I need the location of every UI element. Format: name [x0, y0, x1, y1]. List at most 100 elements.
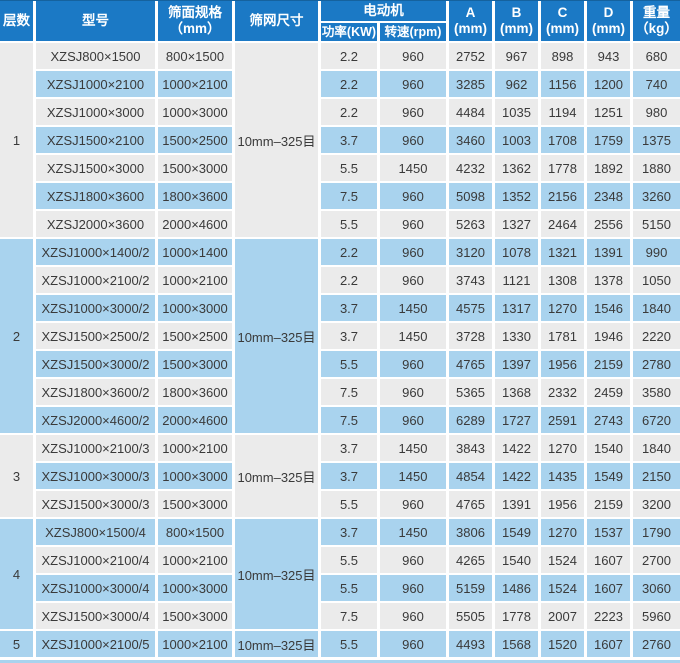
model-cell: XZSJ800×1500/4: [36, 519, 155, 545]
model-cell: XZSJ2000×4600/2: [36, 407, 155, 433]
speed-cell: 960: [380, 379, 446, 405]
speed-cell: 960: [380, 407, 446, 433]
spec-cell: 800×1500: [158, 519, 232, 545]
dim-c-cell: 1270: [541, 519, 584, 545]
power-cell: 7.5: [321, 183, 377, 209]
table-row: XZSJ1500×3000/4 1500×3000 7.5 960 5505 1778 20…: [0, 603, 680, 629]
dim-a-cell: 4575: [449, 295, 492, 321]
dim-d-cell: 1892: [587, 155, 630, 181]
spec-cell: 1800×3600: [158, 379, 232, 405]
header-dim-a-unit: (mm): [454, 20, 487, 36]
dim-d-cell: 1378: [587, 267, 630, 293]
dim-d-cell: 1537: [587, 519, 630, 545]
table-bottom-border: [0, 660, 680, 663]
power-cell: 3.7: [321, 295, 377, 321]
dim-d-cell: 1391: [587, 239, 630, 265]
power-cell: 5.5: [321, 631, 377, 657]
dim-b-cell: 1035: [495, 99, 538, 125]
dim-b-cell: 1422: [495, 435, 538, 461]
power-cell: 2.2: [321, 239, 377, 265]
power-cell: 2.2: [321, 71, 377, 97]
dim-a-cell: 2752: [449, 43, 492, 69]
weight-cell: 3260: [633, 183, 680, 209]
power-cell: 5.5: [321, 575, 377, 601]
speed-cell: 960: [380, 603, 446, 629]
mesh-size-cell: 10mm–325目: [235, 435, 318, 517]
model-cell: XZSJ1500×3000/2: [36, 351, 155, 377]
power-cell: 3.7: [321, 323, 377, 349]
dim-a-cell: 3806: [449, 519, 492, 545]
power-cell: 5.5: [321, 351, 377, 377]
speed-cell: 960: [380, 183, 446, 209]
header-motor: 电动机: [321, 0, 446, 21]
dim-d-cell: 1251: [587, 99, 630, 125]
dim-c-cell: 1781: [541, 323, 584, 349]
dim-a-cell: 3728: [449, 323, 492, 349]
spec-cell: 1000×2100: [158, 71, 232, 97]
power-cell: 5.5: [321, 211, 377, 237]
dim-c-cell: 2464: [541, 211, 584, 237]
model-cell: XZSJ1800×3600/2: [36, 379, 155, 405]
speed-cell: 960: [380, 99, 446, 125]
table-row: XZSJ2000×4600/2 2000×4600 7.5 960 6289 1727 25…: [0, 407, 680, 433]
header-weight-label: 重量: [643, 4, 670, 20]
dim-c-cell: 1435: [541, 463, 584, 489]
speed-cell: 960: [380, 239, 446, 265]
dim-a-cell: 4265: [449, 547, 492, 573]
table-row: XZSJ1000×3000/3 1000×3000 3.7 1450 4854 1422 1…: [0, 463, 680, 489]
power-cell: 5.5: [321, 155, 377, 181]
layer-cell: 3: [0, 435, 33, 517]
dim-b-cell: 1486: [495, 575, 538, 601]
table-row: 3 XZSJ1000×2100/3 1000×2100 10mm–325目 3.7 145…: [0, 435, 680, 517]
mesh-size-cell: 10mm–325目: [235, 43, 318, 237]
model-cell: XZSJ1000×2100: [36, 71, 155, 97]
dim-d-cell: 2159: [587, 491, 630, 517]
dim-c-cell: 1708: [541, 127, 584, 153]
speed-cell: 960: [380, 547, 446, 573]
header-dim-c-label: C: [557, 4, 568, 20]
power-cell: 7.5: [321, 407, 377, 433]
dim-c-cell: 1778: [541, 155, 584, 181]
model-cell: XZSJ1500×2100: [36, 127, 155, 153]
speed-cell: 960: [380, 631, 446, 657]
weight-cell: 1840: [633, 435, 680, 461]
header-model: 型号: [36, 0, 155, 41]
table-row: XZSJ1500×2100 1500×2500 3.7 960 3460 1003 1708…: [0, 127, 680, 153]
header-motor-speed: 转速(rpm): [380, 23, 446, 41]
spec-cell: 1800×3600: [158, 183, 232, 209]
dim-a-cell: 5098: [449, 183, 492, 209]
spec-cell: 1000×1400: [158, 239, 232, 265]
speed-cell: 1450: [380, 435, 446, 461]
dim-a-cell: 5159: [449, 575, 492, 601]
header-dim-c-unit: (mm): [546, 20, 579, 36]
dim-a-cell: 5505: [449, 603, 492, 629]
model-cell: XZSJ1000×2100/2: [36, 267, 155, 293]
power-cell: 2.2: [321, 43, 377, 69]
dim-d-cell: 1607: [587, 575, 630, 601]
speed-cell: 960: [380, 211, 446, 237]
dim-d-cell: 1200: [587, 71, 630, 97]
speed-cell: 1450: [380, 295, 446, 321]
header-dim-a-label: A: [465, 4, 476, 20]
spec-cell: 1000×2100: [158, 631, 232, 657]
spec-cell: 1000×2100: [158, 435, 232, 461]
dim-c-cell: 1321: [541, 239, 584, 265]
dim-b-cell: 1317: [495, 295, 538, 321]
dim-d-cell: 2743: [587, 407, 630, 433]
model-cell: XZSJ2000×3600: [36, 211, 155, 237]
table-row: 4 XZSJ800×1500/4 800×1500 10mm–325目 3.7 1450 3…: [0, 519, 680, 629]
weight-cell: 740: [633, 71, 680, 97]
model-cell: XZSJ1000×2100/5: [36, 631, 155, 657]
weight-cell: 1375: [633, 127, 680, 153]
power-cell: 3.7: [321, 463, 377, 489]
header-dim-d: D (mm): [587, 0, 630, 41]
dim-c-cell: 2156: [541, 183, 584, 209]
dim-a-cell: 3743: [449, 267, 492, 293]
dim-c-cell: 1194: [541, 99, 584, 125]
dim-d-cell: 2159: [587, 351, 630, 377]
model-cell: XZSJ1800×3600: [36, 183, 155, 209]
dim-c-cell: 1956: [541, 491, 584, 517]
header-screen-spec-label: 筛面规格: [168, 4, 222, 20]
dim-d-cell: 1549: [587, 463, 630, 489]
